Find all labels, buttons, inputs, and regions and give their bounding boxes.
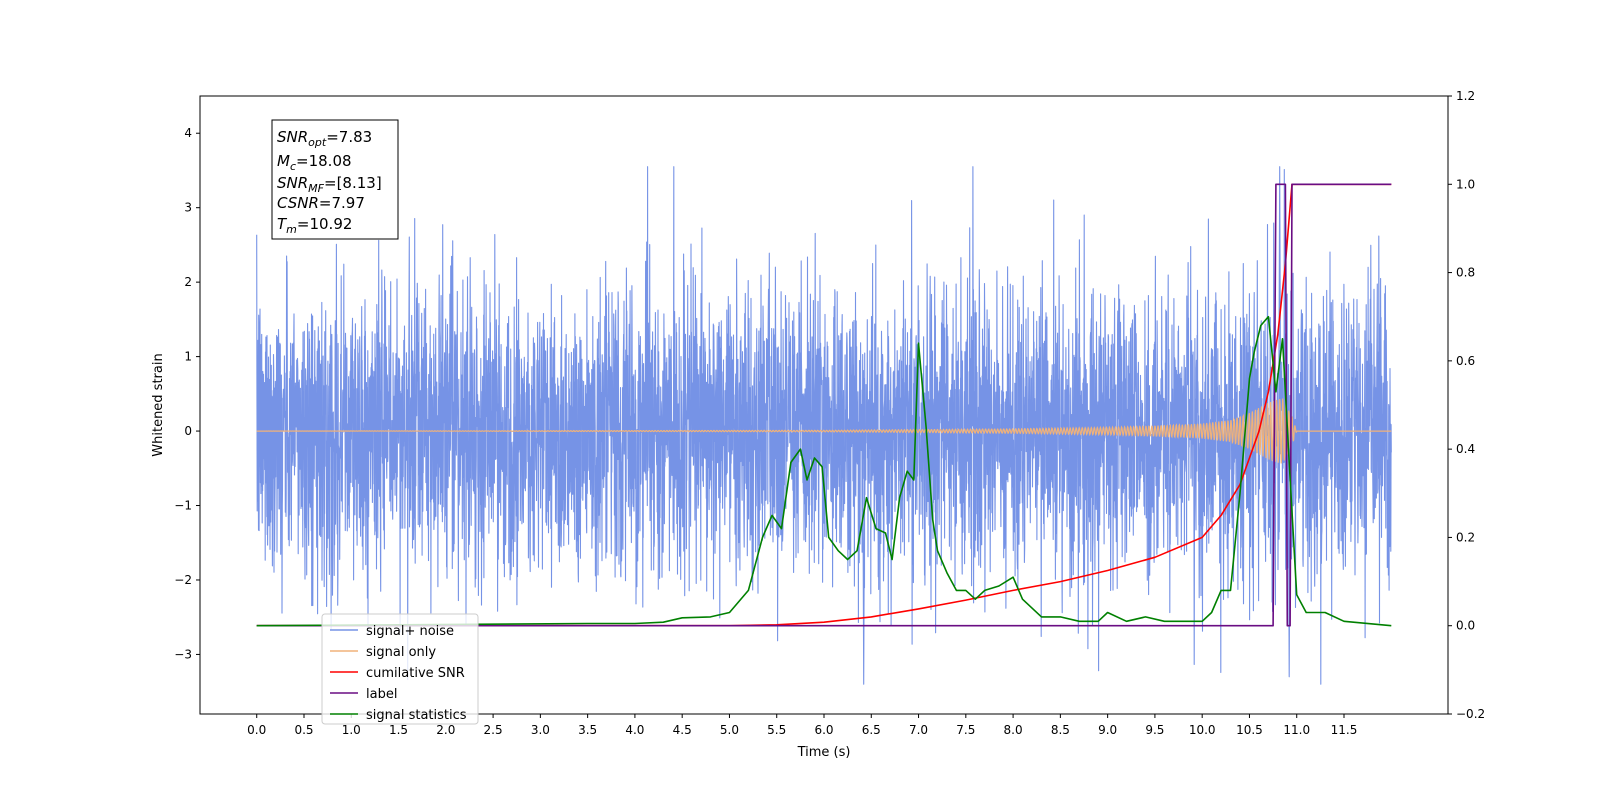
left-y-tick-label: 0 [184,424,192,438]
left-y-tick-label: 2 [184,275,192,289]
x-tick-label: 10.0 [1189,723,1216,737]
series-layer [256,166,1392,685]
x-tick-label: 7.5 [956,723,975,737]
legend-label: signal only [366,645,436,660]
snr-mf-annotation: SNRMF=[8.13] [277,174,382,195]
legend-label: signal statistics [366,708,467,723]
csnr-annotation: CSNR=7.97 [277,194,365,212]
right-y-tick-label: 1.0 [1456,177,1475,191]
x-tick-label: 5.0 [720,723,739,737]
right-y-tick-label: 1.2 [1456,89,1475,103]
x-tick-label: 11.0 [1283,723,1310,737]
left-y-axis: 4 3 2 1 0 −1 −2 −3 [174,126,200,661]
right-y-axis: 1.2 1.0 0.8 0.6 0.4 0.2 0.0 −0.2 [1448,89,1485,721]
x-tick-label: 4.0 [625,723,644,737]
x-tick-label: 9.5 [1145,723,1164,737]
legend-entry-signal-statistics: signal statistics [330,708,467,723]
legend-entry-label: label [330,687,397,702]
legend-entry-cumulative-snr: cumilative SNR [330,666,465,681]
x-tick-label: 2.0 [436,723,455,737]
x-tick-label: 1.5 [389,723,408,737]
legend-label: cumilative SNR [366,666,465,681]
x-tick-label: 8.0 [1004,723,1023,737]
left-y-tick-label: −1 [174,499,192,513]
series-signal-statistics-line [256,315,1392,627]
x-tick-label: 8.5 [1051,723,1070,737]
legend-label: label [366,687,397,702]
series-cumulative-snr-line [256,183,1392,627]
stats-annotation-box: SNRopt=7.83 Mc=18.08 SNRMF=[8.13] CSNR=7… [271,119,399,240]
legend-entry-signal-noise: signal+ noise [330,624,454,639]
left-y-tick-label: 4 [184,126,192,140]
x-tick-label: 6.0 [814,723,833,737]
series-signal-noise-line [256,166,1392,685]
x-tick-label: 2.5 [484,723,503,737]
right-y-tick-label: −0.2 [1456,707,1485,721]
left-y-tick-label: 3 [184,201,192,215]
right-y-tick-label: 0.2 [1456,530,1475,544]
x-tick-label: 4.5 [673,723,692,737]
x-tick-label: 0.0 [247,723,266,737]
right-y-tick-label: 0.0 [1456,619,1475,633]
x-tick-label: 7.0 [909,723,928,737]
snr-opt-annotation: SNRopt=7.83 [277,128,372,149]
left-y-tick-label: 1 [184,350,192,364]
right-y-tick-label: 0.4 [1456,442,1475,456]
mc-annotation: Mc=18.08 [277,152,352,173]
tm-annotation: Tm=10.92 [277,215,352,236]
legend: signal+ noise signal only cumilative SNR la… [321,613,479,725]
legend-frame [321,613,479,725]
right-y-tick-label: 0.8 [1456,266,1475,280]
x-tick-label: 5.5 [767,723,786,737]
x-tick-label: 0.5 [294,723,313,737]
left-y-tick-label: −3 [174,647,192,661]
x-axis: 0.0 0.5 1.0 1.5 2.0 2.5 3.0 3.5 4.0 4.5 5.0 5.5 6.0 6… [247,714,1357,737]
legend-entry-signal-only: signal only [330,645,436,660]
right-y-tick-label: 0.6 [1456,354,1475,368]
left-y-axis-label: Whitened strain [151,353,166,456]
x-axis-label: Time (s) [797,745,851,760]
series-signal-only-line [256,398,1392,464]
x-tick-label: 1.0 [342,723,361,737]
left-y-tick-label: −2 [174,573,192,587]
x-tick-label: 6.5 [862,723,881,737]
legend-label: signal+ noise [366,624,454,639]
x-tick-label: 9.0 [1098,723,1117,737]
x-tick-label: 11.5 [1331,723,1358,737]
x-tick-label: 3.0 [531,723,550,737]
x-tick-label: 10.5 [1236,723,1263,737]
x-tick-label: 3.5 [578,723,597,737]
